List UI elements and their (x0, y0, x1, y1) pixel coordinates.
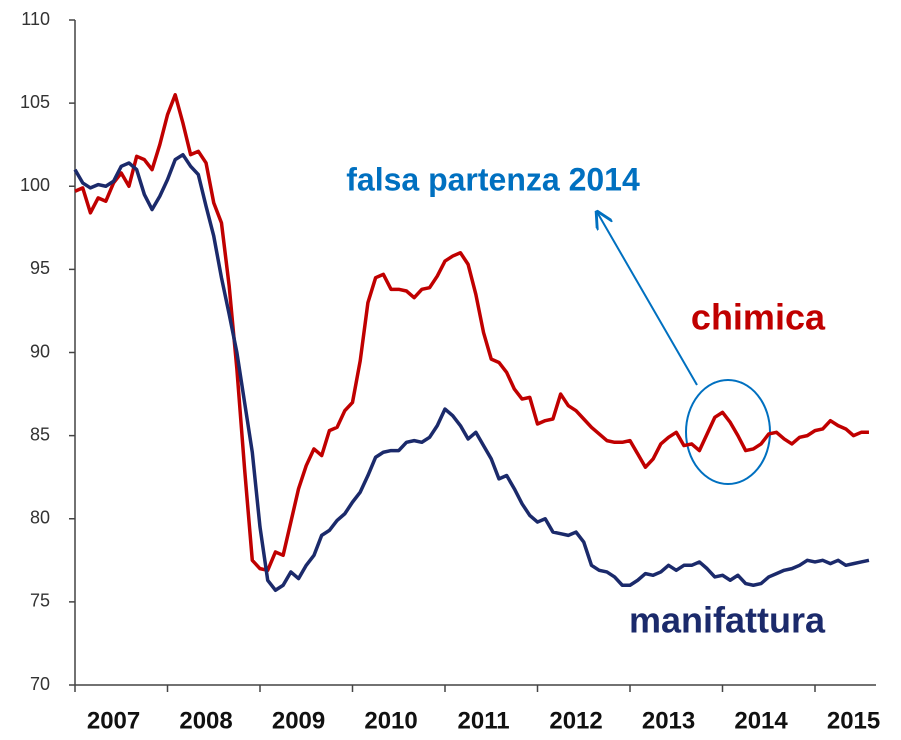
x-tick-label: 2012 (549, 707, 602, 734)
highlight-ellipse (685, 379, 771, 485)
series-line (73, 152, 870, 592)
y-tick-label: 105 (20, 92, 50, 112)
x-tick-label: 2013 (642, 707, 695, 734)
y-tick-label: 95 (30, 258, 50, 278)
x-tick-label: 2007 (87, 707, 140, 734)
y-tick-label: 85 (30, 424, 50, 444)
y-tick-label: 75 (30, 591, 50, 611)
x-tick-label: 2015 (827, 707, 880, 734)
annotation: falsa partenza 2014 (346, 161, 640, 197)
x-tick-label: 2011 (458, 707, 510, 734)
y-tick-label: 110 (21, 9, 50, 29)
series-label: chimica (691, 297, 826, 338)
y-tick-label: 100 (20, 175, 50, 195)
series-label: manifattura (629, 600, 826, 641)
arrow (597, 212, 698, 386)
x-tick-label: 2014 (734, 707, 788, 734)
x-tick-label: 2008 (179, 707, 232, 734)
y-tick-label: 80 (30, 508, 50, 528)
x-tick-label: 2010 (364, 707, 417, 734)
x-tick-label: 2009 (272, 707, 325, 734)
series-line (74, 93, 869, 573)
y-tick-label: 90 (30, 341, 50, 361)
y-tick-label: 70 (30, 674, 50, 694)
